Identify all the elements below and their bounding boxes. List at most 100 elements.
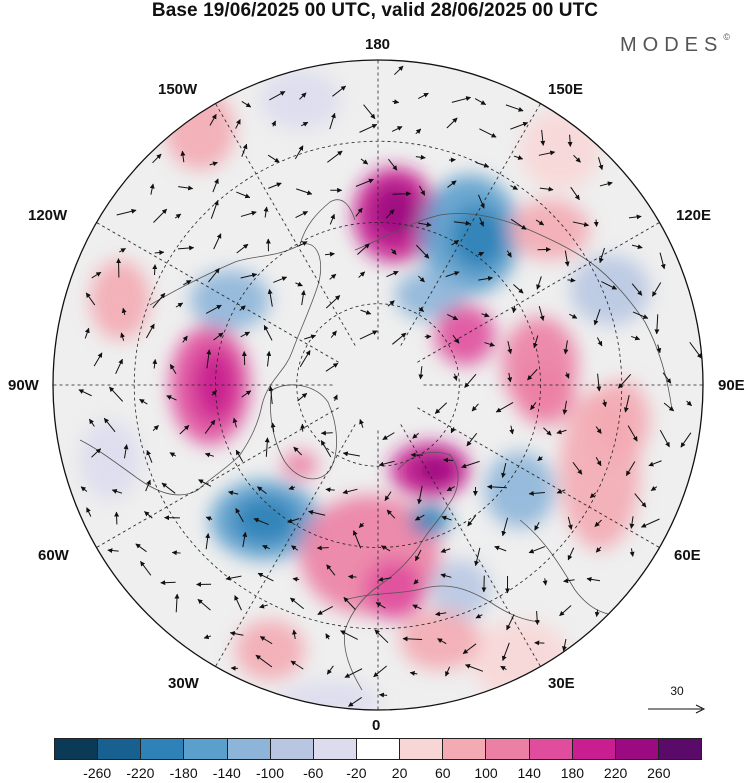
wind-vector [415, 128, 422, 135]
wind-vector [146, 449, 153, 463]
wind-vector [595, 426, 602, 434]
meridian-line [215, 424, 356, 667]
wind-vector [481, 312, 490, 318]
wind-vector [589, 492, 597, 499]
wind-vector [203, 634, 212, 640]
wind-vector [390, 248, 397, 255]
wind-vector [139, 398, 148, 405]
polar-map [52, 59, 704, 711]
wind-vector [240, 331, 251, 338]
wind-vector [634, 493, 647, 508]
wind-vector [495, 401, 514, 413]
colorbar-swatch [184, 739, 228, 759]
wind-vector [418, 275, 425, 283]
wind-vector [374, 629, 389, 644]
wind-vector [352, 530, 362, 549]
reference-vector-arrow [648, 704, 706, 714]
wind-vector [343, 597, 356, 610]
wind-vector [85, 292, 96, 306]
wind-vector [263, 206, 269, 218]
brand-logo: MODES© [620, 32, 730, 57]
coastline-north-america [79, 243, 322, 496]
wind-vector [451, 96, 472, 103]
wind-vector [295, 211, 309, 219]
colorbar-swatch [658, 739, 702, 759]
wind-vector [567, 547, 575, 561]
anomaly-blob [520, 110, 600, 190]
wind-vector [212, 178, 219, 193]
wind-vector [380, 545, 391, 552]
wind-vector [452, 334, 460, 344]
wind-vector [235, 449, 244, 462]
anomaly-blob [570, 255, 650, 325]
wind-vector [91, 448, 102, 458]
wind-vector [183, 279, 192, 286]
wind-vector [333, 394, 338, 402]
wind-vector [467, 515, 477, 527]
wind-vector [263, 324, 273, 341]
wind-vector [325, 633, 331, 640]
wind-vector [211, 390, 218, 396]
wind-vector [262, 545, 270, 550]
wind-vector [324, 251, 335, 257]
wind-vector [241, 101, 252, 108]
wind-vector [287, 518, 300, 524]
wind-vector [595, 546, 602, 553]
colorbar-tick-label: -60 [303, 765, 324, 781]
wind-vector [298, 241, 308, 247]
wind-vector [267, 154, 280, 163]
anomaly-blob [450, 206, 506, 270]
anomaly-blob [280, 680, 380, 710]
wind-vector [235, 119, 241, 129]
wind-vector [144, 511, 153, 519]
colorbar-tick-label: -220 [126, 765, 155, 781]
latitude-circle [296, 303, 460, 467]
wind-vector [204, 419, 216, 434]
wind-vector [120, 332, 125, 341]
wind-vector [631, 335, 641, 341]
wind-vector [317, 606, 333, 615]
wind-vector [443, 457, 454, 463]
wind-vector [209, 113, 217, 126]
wind-vector [329, 213, 335, 225]
wind-vector [538, 306, 545, 322]
wind-vector [152, 292, 166, 309]
wind-vector [478, 276, 494, 281]
wind-vector [325, 295, 341, 309]
wind-vector [91, 271, 102, 279]
wind-vector [205, 304, 222, 314]
wind-vector [326, 665, 334, 675]
wind-vector [501, 517, 509, 537]
wind-vector [446, 486, 455, 492]
wind-vector [269, 91, 286, 101]
wind-vector [543, 427, 552, 436]
wind-vector [510, 121, 529, 130]
wind-vector [135, 543, 147, 553]
wind-vector [563, 340, 569, 355]
colorbar-swatch [615, 739, 659, 759]
wind-vector [601, 281, 618, 290]
colorbar-ticks: -260 -220 -180 -140 -100 -60 -20 20 60 100 140 180 2… [54, 764, 702, 782]
wind-vector [179, 425, 190, 435]
wind-vector [198, 479, 212, 487]
wind-vector [506, 250, 512, 258]
wind-vector [384, 491, 392, 502]
wind-vector [540, 129, 546, 146]
wind-vector [528, 546, 546, 554]
wind-vector [316, 545, 329, 551]
wind-vector [640, 518, 660, 528]
wind-vector [464, 664, 484, 672]
wind-vector [391, 126, 403, 132]
wind-vector [329, 273, 337, 280]
colorbar-swatch [529, 739, 573, 759]
wind-vector [109, 386, 124, 402]
wind-vector [415, 244, 430, 259]
wind-vector [171, 550, 181, 556]
anomaly-blob [410, 504, 450, 536]
lon-label-90e: 90E [718, 377, 745, 394]
lon-label-60e: 60E [674, 547, 701, 564]
wind-vector [290, 597, 305, 610]
wind-vector [140, 561, 152, 576]
wind-vector [178, 185, 194, 191]
wind-vector [342, 488, 358, 495]
